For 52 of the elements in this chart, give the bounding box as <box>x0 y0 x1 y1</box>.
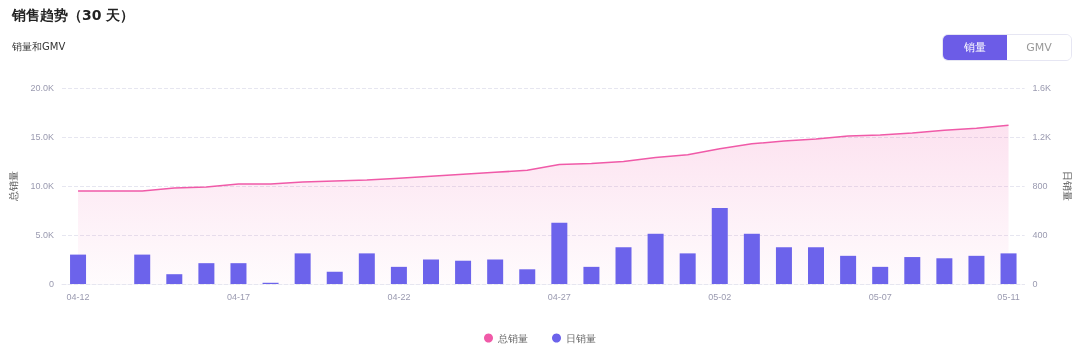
bar <box>583 266 600 284</box>
bar <box>230 263 247 284</box>
x-tick-label: 04-27 <box>547 291 571 302</box>
chart-title: 销售趋势（30 天） <box>12 7 135 25</box>
y2-tick-label: 400 <box>1032 230 1048 240</box>
y-tick-label: 15.0K <box>30 132 54 142</box>
bar <box>487 259 504 284</box>
x-tick-label: 05-07 <box>868 291 892 302</box>
y-tick-label: 0 <box>48 279 54 289</box>
bar <box>422 259 439 284</box>
y2-tick-label: 0 <box>1032 279 1038 289</box>
y2-tick-label: 800 <box>1032 181 1048 191</box>
x-tick-label: 04-17 <box>226 291 250 302</box>
bar <box>872 266 889 284</box>
bar <box>294 253 311 284</box>
bar <box>936 258 953 284</box>
bar <box>743 233 760 284</box>
bar <box>70 254 87 284</box>
chart-subtitle: 销量和GMV <box>12 40 66 54</box>
bar <box>647 233 664 284</box>
legend-label: 日销量 <box>566 332 596 344</box>
x-tick-label: 05-11 <box>997 291 1020 302</box>
bar <box>1000 253 1017 284</box>
bar <box>455 260 472 284</box>
bar <box>904 257 921 284</box>
legend-label: 总销量 <box>497 332 528 344</box>
y-tick-label: 5.0K <box>35 230 54 240</box>
bar <box>134 254 151 284</box>
bar <box>968 255 985 284</box>
bar <box>390 266 407 284</box>
y2-tick-label: 1.2K <box>1032 132 1052 142</box>
x-tick-label: 05-02 <box>708 291 732 302</box>
x-tick-label: 04-22 <box>387 291 411 302</box>
bar <box>326 271 343 284</box>
bar <box>808 247 825 284</box>
y-tick-label: 10.0K <box>30 181 54 191</box>
bar <box>840 255 857 284</box>
y-tick-label: 20.0K <box>30 83 54 93</box>
bar <box>615 247 632 284</box>
y2-axis-title: 日销量 <box>1061 171 1073 201</box>
bar <box>679 253 696 284</box>
y-axis-title: 总销量 <box>7 171 19 202</box>
x-tick-label: 04-12 <box>66 291 90 302</box>
bar <box>775 247 792 284</box>
bar <box>519 269 536 284</box>
bar <box>198 263 215 284</box>
y2-tick-label: 1.6K <box>1032 83 1052 93</box>
bar <box>358 253 375 284</box>
bar <box>711 208 728 284</box>
bar <box>551 222 568 284</box>
toggle-switch: 销量 GMV <box>942 34 1072 61</box>
bar <box>166 274 183 284</box>
